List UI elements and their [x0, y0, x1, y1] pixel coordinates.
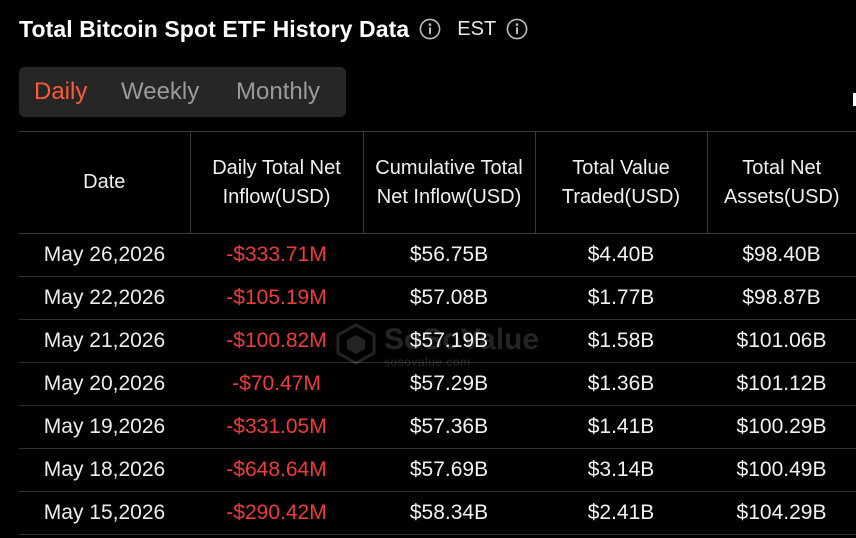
net-assets-cell: $101.12B: [707, 362, 856, 406]
net-assets-cell: $100.29B: [707, 405, 856, 449]
scroll-edge-indicator: [853, 93, 856, 106]
net-inflow-cell: -$70.47M: [190, 362, 363, 406]
column-header-date: Date: [19, 131, 191, 234]
period-tab-bar: Daily Weekly Monthly: [19, 67, 346, 117]
table-row: May 26,2026 -$333.71M $56.75B $4.40B $98…: [19, 233, 856, 277]
net-inflow-cell: -$331.05M: [190, 405, 363, 449]
date-cell: May 20,2026: [19, 362, 190, 406]
table-header-row: Date Daily Total Net Inflow(USD) Cumulat…: [19, 131, 856, 234]
cumulative-inflow-cell: $57.08B: [363, 276, 535, 320]
table-row: May 22,2026 -$105.19M $57.08B $1.77B $98…: [19, 276, 856, 320]
cumulative-inflow-cell: $57.69B: [363, 448, 535, 492]
net-assets-cell: $98.87B: [707, 276, 856, 320]
date-cell: May 18,2026: [19, 448, 190, 492]
cumulative-inflow-cell: $57.36B: [363, 405, 535, 449]
value-traded-cell: $1.41B: [535, 405, 707, 449]
table-row: May 21,2026 -$100.82M $57.19B $1.58B $10…: [19, 319, 856, 363]
column-header-daily-net-inflow: Daily Total Net Inflow(USD): [190, 131, 364, 234]
net-inflow-cell: -$105.19M: [190, 276, 363, 320]
date-cell: May 26,2026: [19, 233, 190, 277]
date-cell: May 22,2026: [19, 276, 190, 320]
tab-weekly[interactable]: Weekly: [121, 78, 200, 105]
net-inflow-cell: -$290.42M: [190, 491, 363, 535]
column-header-cumulative-net-inflow: Cumulative Total Net Inflow(USD): [363, 131, 536, 234]
cumulative-inflow-cell: $57.29B: [363, 362, 535, 406]
value-traded-cell: $1.36B: [535, 362, 707, 406]
value-traded-cell: $2.41B: [535, 491, 707, 535]
net-assets-cell: $98.40B: [707, 233, 856, 277]
etf-history-table: Date Daily Total Net Inflow(USD) Cumulat…: [19, 131, 856, 535]
table-row: May 18,2026 -$648.64M $57.69B $3.14B $10…: [19, 448, 856, 492]
table-row: May 15,2026 -$290.42M $58.34B $2.41B $10…: [19, 491, 856, 535]
page-header: Total Bitcoin Spot ETF History Data EST: [19, 14, 528, 44]
date-cell: May 21,2026: [19, 319, 190, 363]
column-header-total-net-assets: Total Net Assets(USD): [707, 131, 856, 234]
value-traded-cell: $4.40B: [535, 233, 707, 277]
net-assets-cell: $100.49B: [707, 448, 856, 492]
column-header-total-value-traded: Total Value Traded(USD): [535, 131, 708, 234]
cumulative-inflow-cell: $57.19B: [363, 319, 535, 363]
value-traded-cell: $1.77B: [535, 276, 707, 320]
timezone-info-icon[interactable]: [506, 18, 528, 40]
date-cell: May 15,2026: [19, 491, 190, 535]
timezone-label: EST: [457, 17, 497, 40]
value-traded-cell: $1.58B: [535, 319, 707, 363]
page-title: Total Bitcoin Spot ETF History Data: [19, 15, 410, 42]
tab-monthly[interactable]: Monthly: [236, 78, 321, 105]
net-assets-cell: $101.06B: [707, 319, 856, 363]
net-assets-cell: $104.29B: [707, 491, 856, 535]
table-row: May 19,2026 -$331.05M $57.36B $1.41B $10…: [19, 405, 856, 449]
info-icon[interactable]: [419, 18, 441, 40]
cumulative-inflow-cell: $56.75B: [363, 233, 535, 277]
net-inflow-cell: -$100.82M: [190, 319, 363, 363]
net-inflow-cell: -$333.71M: [190, 233, 363, 277]
table-row: May 20,2026 -$70.47M $57.29B $1.36B $101…: [19, 362, 856, 406]
value-traded-cell: $3.14B: [535, 448, 707, 492]
date-cell: May 19,2026: [19, 405, 190, 449]
net-inflow-cell: -$648.64M: [190, 448, 363, 492]
tab-daily[interactable]: Daily: [34, 78, 88, 105]
cumulative-inflow-cell: $58.34B: [363, 491, 535, 535]
